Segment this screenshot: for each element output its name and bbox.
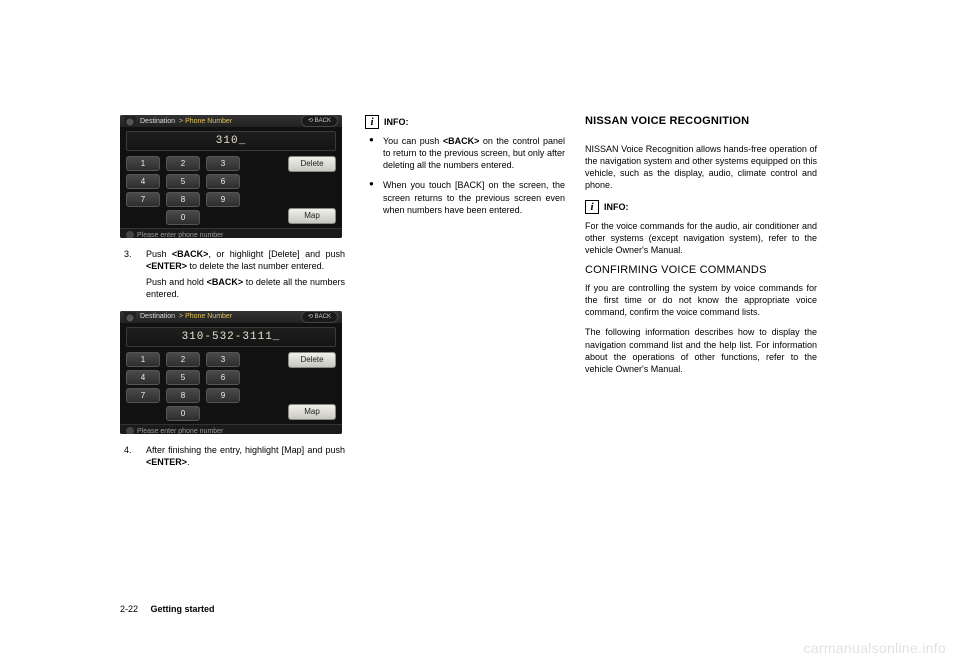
info-heading: i INFO: [365, 115, 565, 129]
step-4-text: After finishing the entry, highlight [Ma… [146, 444, 345, 468]
key-0[interactable]: 0 [166, 406, 200, 421]
key-1[interactable]: 1 [126, 156, 160, 171]
keypad-area: 1 2 3 4 5 6 7 8 9 0 Delete Map [120, 153, 342, 228]
key-3[interactable]: 3 [206, 156, 240, 171]
manual-page: Destination > Phone Number ⟲ BACK 310_ 1… [0, 0, 960, 472]
vr-subhead: CONFIRMING VOICE COMMANDS [585, 264, 817, 276]
bullet-1: ● You can push <BACK> on the control pan… [369, 135, 565, 171]
phone-number-display-1: 310_ [126, 131, 336, 151]
column-3: NISSAN VOICE RECOGNITION NISSAN Voice Re… [585, 115, 817, 472]
info-heading-2: i INFO: [585, 200, 817, 214]
step-4-num: 4. [124, 444, 136, 468]
topbar-sub-label: > Phone Number [179, 118, 232, 125]
topbar-back-button[interactable]: ⟲ BACK [301, 311, 338, 323]
bullet-2: ● When you touch [BACK] on the screen, t… [369, 179, 565, 215]
key-9[interactable]: 9 [206, 192, 240, 207]
key-1[interactable]: 1 [126, 352, 160, 367]
key-8[interactable]: 8 [166, 388, 200, 403]
key-2[interactable]: 2 [166, 156, 200, 171]
page-footer: 2-22 Getting started [120, 604, 215, 614]
topbar-dest-label: Destination [140, 313, 175, 320]
phone-number-display-2: 310-532-3111_ [126, 327, 336, 347]
info-label: INFO: [384, 117, 409, 127]
key-5[interactable]: 5 [166, 370, 200, 385]
step-3-sub: Push and hold <BACK> to delete all the n… [146, 276, 345, 300]
footer-hint: Please enter phone number [137, 232, 223, 238]
key-3[interactable]: 3 [206, 352, 240, 367]
key-6[interactable]: 6 [206, 174, 240, 189]
info-icon: i [365, 115, 379, 129]
info-icon: i [585, 200, 599, 214]
bullet-2-text: When you touch [BACK] on the screen, the… [383, 179, 565, 215]
key-9[interactable]: 9 [206, 388, 240, 403]
step-4: 4. After finishing the entry, highlight … [124, 444, 345, 468]
section-title: NISSAN VOICE RECOGNITION [585, 115, 817, 127]
footer-section: Getting started [151, 604, 215, 614]
hint-icon [126, 231, 134, 238]
hint-icon [126, 427, 134, 434]
key-7[interactable]: 7 [126, 388, 160, 403]
info-label: INFO: [604, 202, 629, 212]
screen-footer: Please enter phone number [120, 424, 342, 434]
column-1: Destination > Phone Number ⟲ BACK 310_ 1… [120, 115, 345, 472]
key-4[interactable]: 4 [126, 174, 160, 189]
destination-icon [124, 312, 136, 322]
vr-info-para: For the voice commands for the audio, ai… [585, 220, 817, 256]
bullet-dot: ● [369, 179, 375, 215]
key-2[interactable]: 2 [166, 352, 200, 367]
delete-button[interactable]: Delete [288, 156, 336, 172]
key-0[interactable]: 0 [166, 210, 200, 225]
key-4[interactable]: 4 [126, 370, 160, 385]
vr-intro: NISSAN Voice Recognition allows hands-fr… [585, 143, 817, 192]
topbar-back-button[interactable]: ⟲ BACK [301, 115, 338, 127]
screen-footer: Please enter phone number [120, 228, 342, 238]
destination-icon [124, 116, 136, 126]
map-button[interactable]: Map [288, 404, 336, 420]
screen-topbar: Destination > Phone Number ⟲ BACK [120, 311, 342, 323]
screen-topbar: Destination > Phone Number ⟲ BACK [120, 115, 342, 127]
info-bullets: ● You can push <BACK> on the control pan… [365, 135, 565, 216]
nav-screen-2: Destination > Phone Number ⟲ BACK 310-53… [120, 311, 342, 434]
step-3-num: 3. [124, 248, 136, 272]
bullet-1-text: You can push <BACK> on the control panel… [383, 135, 565, 171]
step-3: 3. Push <BACK>, or highlight [Delete] an… [124, 248, 345, 272]
key-7[interactable]: 7 [126, 192, 160, 207]
vr-p3: If you are controlling the system by voi… [585, 282, 817, 318]
column-2: i INFO: ● You can push <BACK> on the con… [365, 115, 565, 472]
delete-button[interactable]: Delete [288, 352, 336, 368]
footer-hint: Please enter phone number [137, 428, 223, 434]
step-3-text: Push <BACK>, or highlight [Delete] and p… [146, 248, 345, 272]
topbar-dest-label: Destination [140, 118, 175, 125]
keypad-area: 1 2 3 4 5 6 7 8 9 0 Delete Map [120, 349, 342, 424]
key-6[interactable]: 6 [206, 370, 240, 385]
key-8[interactable]: 8 [166, 192, 200, 207]
bullet-dot: ● [369, 135, 375, 171]
topbar-sub-label: > Phone Number [179, 313, 232, 320]
map-button[interactable]: Map [288, 208, 336, 224]
watermark: carmanualsonline.info [804, 640, 947, 656]
page-number: 2-22 [120, 604, 138, 614]
key-5[interactable]: 5 [166, 174, 200, 189]
vr-p4: The following information describes how … [585, 326, 817, 375]
nav-screen-1: Destination > Phone Number ⟲ BACK 310_ 1… [120, 115, 342, 238]
